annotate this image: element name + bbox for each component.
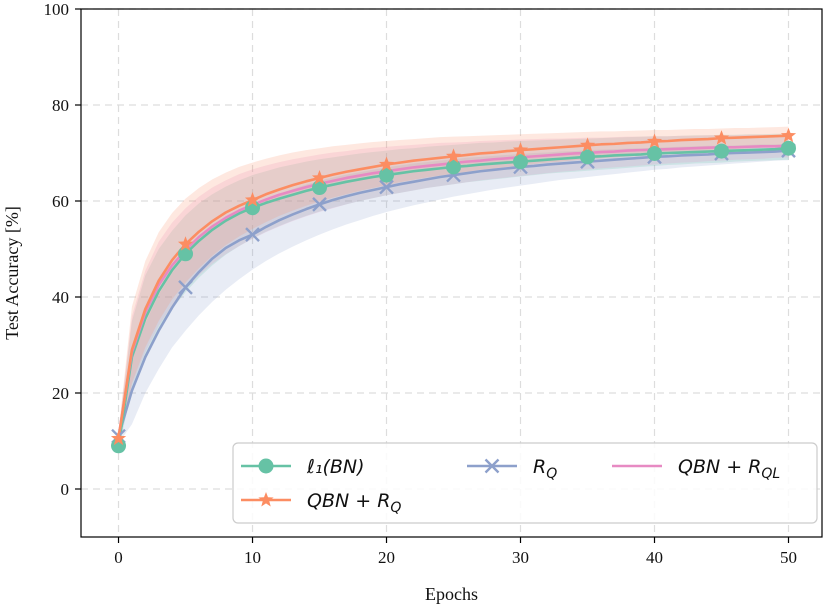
data-point-2 xyxy=(312,197,327,212)
data-point-1 xyxy=(512,142,529,157)
legend-marker xyxy=(484,458,500,474)
y-tick-label: 20 xyxy=(52,384,69,403)
plot-frame xyxy=(80,8,823,538)
x-tick-label: 10 xyxy=(244,548,261,567)
data-point-2 xyxy=(379,179,394,195)
data-point-0 xyxy=(781,140,797,156)
y-tick-label: 80 xyxy=(52,96,69,115)
axis-ticks: 0 10 20 30 40 50 0 20 40 60 80 100 xyxy=(44,0,798,567)
y-tick-label: 40 xyxy=(52,288,69,307)
data-point-1 xyxy=(110,430,127,446)
y-tick-label: 60 xyxy=(52,192,69,211)
legend-label: QBN + RQ xyxy=(307,490,401,516)
y-tick-label: 100 xyxy=(44,0,70,19)
data-point-1 xyxy=(177,236,194,251)
legend-label: QBN + RQL xyxy=(678,456,780,482)
data-point-0 xyxy=(446,159,462,175)
band-2 xyxy=(118,143,789,444)
band-1 xyxy=(118,126,789,446)
data-point-0 xyxy=(513,154,529,170)
legend-marker xyxy=(258,458,274,474)
x-tick-label: 30 xyxy=(512,548,529,567)
band-0 xyxy=(118,133,789,451)
x-axis-title: Epochs xyxy=(425,584,478,604)
legend-label: RQ xyxy=(533,456,557,482)
data-point-2 xyxy=(178,280,193,295)
data-point-1 xyxy=(244,192,261,207)
data-point-0 xyxy=(379,167,395,183)
y-axis-title: Test Accuracy [%] xyxy=(2,206,22,340)
data-point-1 xyxy=(445,148,462,163)
data-point-0 xyxy=(312,180,328,196)
data-point-1 xyxy=(780,127,797,143)
series-markers xyxy=(110,127,797,454)
data-point-1 xyxy=(713,130,730,145)
x-tick-label: 50 xyxy=(780,548,797,567)
data-point-0 xyxy=(178,246,194,262)
band-3 xyxy=(118,134,789,446)
data-point-1 xyxy=(646,133,663,148)
legend-marker xyxy=(258,492,274,507)
data-point-0 xyxy=(580,149,596,165)
data-point-0 xyxy=(714,143,730,159)
y-tick-label: 0 xyxy=(61,480,70,499)
x-tick-label: 0 xyxy=(114,548,123,567)
data-point-0 xyxy=(647,145,663,161)
data-point-1 xyxy=(378,156,395,171)
legend: ℓ₁(BN) RQ QBN + RQL QBN + RQ xyxy=(232,442,818,524)
confidence-bands xyxy=(118,126,789,451)
x-tick-label: 20 xyxy=(378,548,395,567)
legend-frame xyxy=(232,442,818,524)
x-tick-label: 40 xyxy=(646,548,663,567)
data-point-1 xyxy=(311,169,328,185)
legend-label: ℓ₁(BN) xyxy=(306,456,365,478)
data-point-2 xyxy=(245,227,260,242)
data-point-1 xyxy=(579,137,596,152)
